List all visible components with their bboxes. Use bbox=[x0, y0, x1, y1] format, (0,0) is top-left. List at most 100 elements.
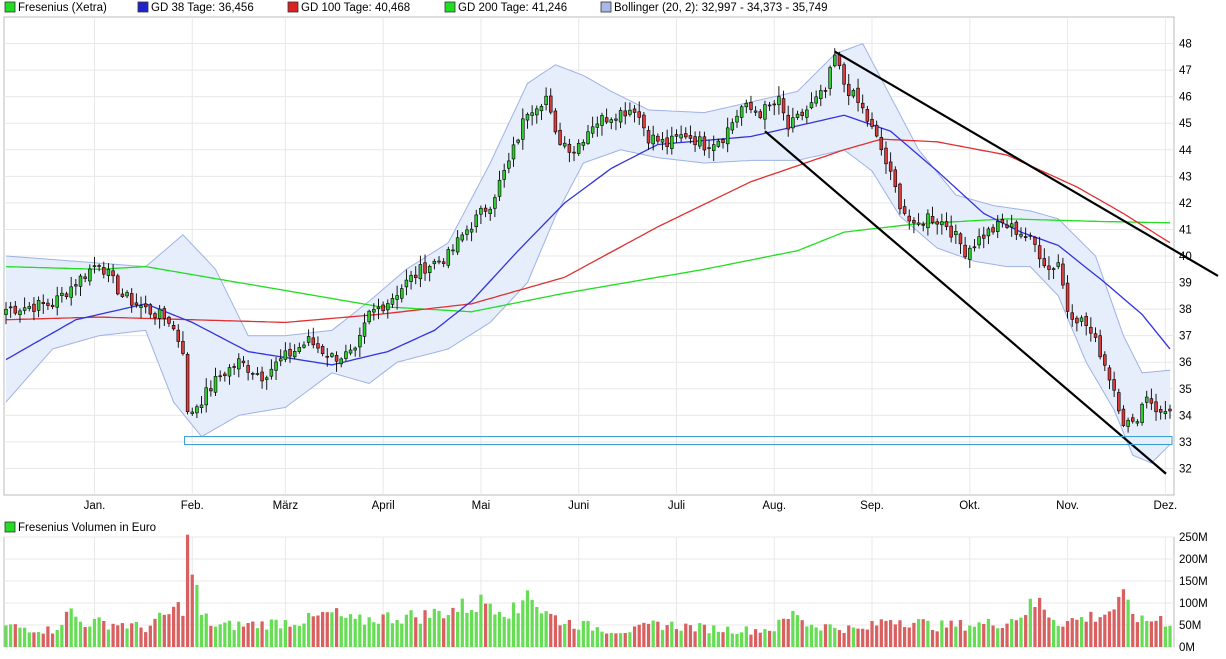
candle-body bbox=[139, 305, 143, 308]
candle bbox=[916, 213, 921, 227]
volume-bar bbox=[972, 626, 977, 647]
candle-body bbox=[921, 224, 925, 226]
candle bbox=[791, 107, 795, 133]
volume-bar bbox=[1047, 617, 1051, 647]
volume-bar bbox=[199, 614, 204, 647]
candle-body bbox=[972, 246, 977, 249]
volume-bar bbox=[740, 632, 744, 647]
candle bbox=[711, 135, 716, 162]
candle-body bbox=[1154, 401, 1158, 413]
candle bbox=[344, 344, 348, 361]
volume-bar bbox=[735, 633, 739, 647]
candle bbox=[1117, 388, 1121, 414]
candle-body bbox=[455, 237, 460, 253]
candle bbox=[1140, 402, 1144, 426]
candle bbox=[1149, 388, 1154, 411]
candle bbox=[1023, 227, 1028, 242]
candle-body bbox=[721, 139, 725, 144]
candle-body bbox=[451, 249, 455, 252]
candle-body bbox=[227, 367, 232, 377]
candle bbox=[120, 288, 125, 298]
candle-body bbox=[860, 102, 865, 109]
candle bbox=[921, 221, 925, 232]
candle bbox=[41, 294, 45, 314]
candle-body bbox=[698, 136, 702, 147]
candle-body bbox=[535, 108, 539, 116]
candle bbox=[511, 136, 516, 167]
candle bbox=[637, 101, 641, 125]
candle bbox=[954, 224, 958, 244]
candle bbox=[18, 308, 22, 323]
candle bbox=[1037, 236, 1042, 268]
candle-body bbox=[1079, 317, 1084, 322]
candle bbox=[800, 108, 804, 121]
candle bbox=[646, 125, 651, 150]
volume-bar bbox=[921, 619, 925, 647]
candle-body bbox=[767, 104, 772, 107]
volume-bar bbox=[409, 610, 413, 647]
candle bbox=[977, 228, 981, 249]
month-label: Feb. bbox=[181, 500, 204, 512]
volume-bar bbox=[1121, 589, 1126, 647]
candle-body bbox=[1051, 268, 1056, 270]
candle bbox=[176, 324, 181, 348]
volume-bar bbox=[423, 610, 427, 647]
candle-body bbox=[679, 134, 683, 139]
price-legend-label: Fresenius (Xetra) bbox=[18, 2, 107, 14]
candle bbox=[143, 295, 148, 314]
candle-body bbox=[530, 112, 534, 116]
lower-trendline bbox=[764, 130, 1167, 475]
candle bbox=[721, 137, 725, 149]
volume-bar bbox=[88, 626, 92, 647]
candle-body bbox=[795, 113, 800, 118]
month-label: Nov. bbox=[1056, 500, 1079, 512]
candle bbox=[725, 117, 730, 153]
volume-bar bbox=[1103, 614, 1107, 647]
candle-body bbox=[735, 115, 739, 123]
volume-bar bbox=[372, 622, 376, 647]
volume-bar bbox=[46, 626, 50, 647]
volume-bar bbox=[777, 619, 781, 647]
volume-bar bbox=[367, 617, 371, 647]
candle-body bbox=[1084, 315, 1088, 326]
volume-bar bbox=[791, 610, 795, 647]
candle-body bbox=[539, 106, 544, 112]
candle bbox=[982, 226, 986, 249]
candle bbox=[688, 125, 693, 144]
candle-body bbox=[986, 228, 991, 237]
candle bbox=[1014, 220, 1019, 241]
volume-bar bbox=[1093, 621, 1098, 647]
candle-body bbox=[195, 406, 199, 414]
candle-body bbox=[223, 373, 227, 376]
candle-body bbox=[18, 310, 22, 315]
candle-body bbox=[963, 244, 967, 258]
candle bbox=[1093, 327, 1098, 343]
candle-body bbox=[842, 64, 846, 85]
candle bbox=[167, 315, 171, 327]
candle bbox=[237, 353, 241, 378]
candle-body bbox=[441, 261, 446, 264]
volume-bar bbox=[870, 621, 874, 647]
candle-body bbox=[479, 207, 483, 215]
candle bbox=[823, 87, 828, 99]
candle bbox=[493, 194, 497, 218]
candle-body bbox=[167, 316, 171, 324]
candle bbox=[190, 407, 194, 416]
candle bbox=[162, 305, 167, 326]
candle bbox=[213, 367, 218, 396]
volume-bar bbox=[688, 625, 693, 647]
candle bbox=[27, 302, 32, 312]
price-tick-label: 32 bbox=[1179, 463, 1192, 475]
candle bbox=[139, 296, 143, 319]
volume-bar bbox=[949, 620, 953, 647]
candle bbox=[963, 236, 967, 260]
candle-body bbox=[646, 130, 651, 144]
candle bbox=[856, 78, 860, 112]
volume-bar bbox=[707, 633, 711, 647]
volume-bar bbox=[1042, 609, 1046, 647]
candle-body bbox=[1070, 312, 1074, 320]
volume-bar bbox=[1024, 615, 1028, 647]
volume-bar bbox=[1010, 618, 1014, 647]
candle bbox=[97, 263, 101, 272]
candle-body bbox=[749, 101, 753, 110]
